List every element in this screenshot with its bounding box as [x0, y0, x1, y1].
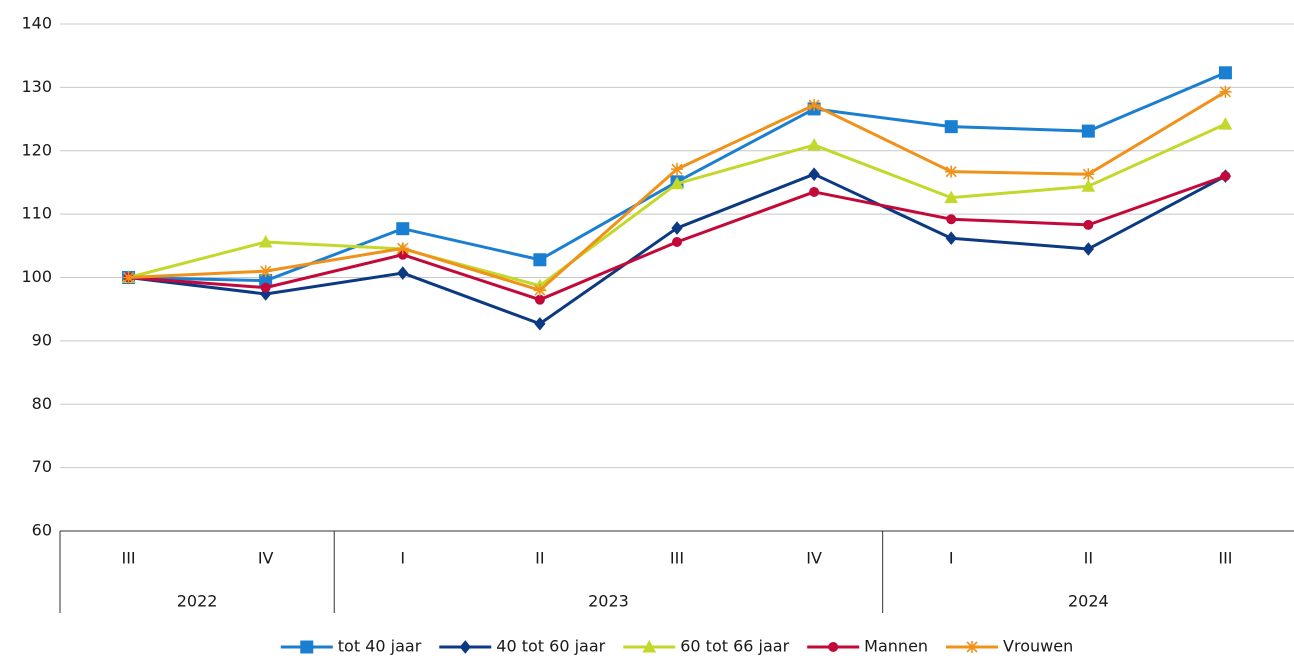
marker — [808, 167, 820, 181]
marker — [397, 266, 409, 280]
x-tick-label: III — [121, 549, 135, 568]
marker — [672, 237, 682, 248]
series-line — [128, 172, 1227, 326]
legend: tot 40 jaar 40 tot 60 jaar 60 tot 66 jaar M… — [280, 637, 1073, 656]
series-line — [128, 122, 1227, 288]
legend-marker — [300, 640, 314, 654]
year-label: 2022 — [177, 592, 218, 611]
marker — [1081, 124, 1095, 138]
y-tick-label: 100 — [21, 267, 52, 286]
marker — [670, 176, 684, 190]
legend-label: Vrouwen — [1003, 637, 1073, 656]
legend-marker — [828, 642, 839, 652]
legend-item: Mannen — [807, 637, 928, 656]
x-tick-label: III — [670, 549, 684, 568]
x-tick-label: I — [949, 549, 954, 568]
marker — [1219, 85, 1232, 98]
marker — [122, 271, 135, 284]
y-tick-label: 80 — [32, 394, 52, 413]
marker — [946, 214, 957, 225]
series-line — [128, 90, 1227, 292]
y-tick-label: 130 — [21, 77, 52, 96]
legend-item: 40 tot 60 jaar — [439, 637, 606, 656]
year-label: 2024 — [1068, 592, 1109, 611]
legend-marker — [459, 640, 471, 654]
marker — [671, 163, 683, 176]
y-tick-label: 120 — [21, 140, 52, 159]
x-tick-label: II — [1084, 549, 1093, 568]
y-tick-label: 70 — [32, 457, 52, 476]
marker — [1218, 66, 1232, 80]
marker — [533, 253, 547, 267]
marker — [945, 231, 957, 245]
marker — [1218, 117, 1233, 130]
legend-item: tot 40 jaar — [280, 637, 422, 656]
legend-label: tot 40 jaar — [338, 637, 422, 656]
marker — [533, 284, 546, 297]
marker — [808, 99, 821, 112]
marker — [1082, 168, 1095, 181]
marker — [809, 186, 820, 197]
legend-label: Mannen — [864, 637, 928, 656]
y-tick-label: 60 — [32, 521, 52, 540]
legend-item: Vrouwen — [946, 637, 1073, 656]
x-tick-label: IV — [258, 549, 274, 568]
marker — [944, 120, 958, 134]
marker — [534, 316, 546, 331]
marker — [534, 294, 545, 305]
marker — [396, 222, 410, 236]
legend-item: 60 tot 66 jaar — [623, 637, 790, 656]
x-tick-label: III — [1218, 549, 1232, 568]
legend-label: 60 tot 66 jaar — [680, 637, 789, 656]
marker — [259, 265, 272, 278]
x-tick-label: IV — [806, 549, 822, 568]
marker — [807, 138, 821, 151]
y-tick-label: 110 — [21, 204, 52, 223]
legend-marker — [966, 641, 979, 653]
x-tick-label: I — [400, 549, 405, 568]
marker — [1082, 242, 1094, 256]
marker — [1083, 219, 1094, 230]
legend-label: 40 tot 60 jaar — [496, 637, 605, 656]
marker — [1081, 179, 1096, 192]
marker — [945, 165, 958, 178]
y-tick-label: 90 — [32, 330, 52, 349]
legend-marker — [642, 639, 657, 653]
marker — [260, 282, 271, 293]
year-label: 2023 — [588, 592, 629, 611]
marker — [1220, 171, 1231, 182]
y-tick-label: 140 — [21, 14, 52, 33]
marker — [396, 242, 409, 255]
marker — [258, 234, 273, 248]
marker — [944, 190, 959, 204]
x-tick-label: II — [535, 549, 544, 568]
marker — [671, 221, 683, 235]
